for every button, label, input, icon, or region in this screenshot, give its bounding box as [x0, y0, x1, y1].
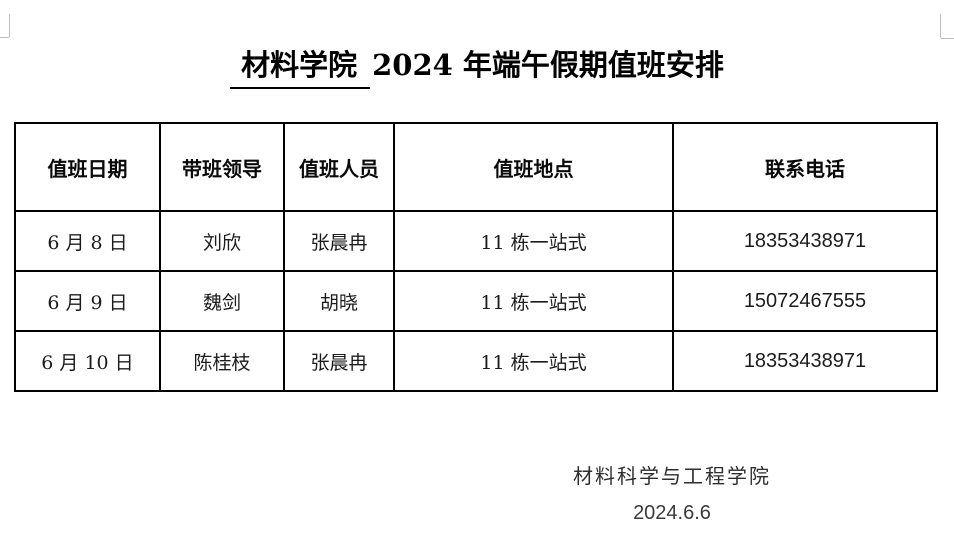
duty-leader-cell: 魏剑	[159, 270, 285, 332]
duty-location-cell: 11 栋一站式	[393, 210, 674, 272]
table-header-row: 值班日期 带班领导 值班人员 值班地点 联系电话	[14, 122, 938, 212]
table-row: 6 月 8 日 刘欣 张晨冉 11 栋一站式 18353438971	[14, 210, 938, 272]
signature-organization: 材料科学与工程学院	[573, 464, 771, 488]
margin-corner-mark-left	[9, 14, 10, 37]
header-duty-date: 值班日期	[14, 122, 161, 212]
header-contact-phone: 联系电话	[672, 122, 938, 212]
duty-leader-cell: 陈桂枝	[159, 330, 285, 392]
duty-leader-cell: 刘欣	[159, 210, 285, 272]
duty-date-cell: 6 月 9 日	[14, 270, 161, 332]
header-duty-leader: 带班领导	[159, 122, 285, 212]
duty-location-cell: 11 栋一站式	[393, 270, 674, 332]
margin-corner-mark-right	[941, 38, 954, 39]
contact-phone-cell: 15072467555	[672, 270, 938, 332]
contact-phone-cell: 18353438971	[672, 330, 938, 392]
header-duty-location: 值班地点	[393, 122, 674, 212]
duty-staff-cell: 张晨冉	[283, 330, 395, 392]
signature-date: 2024.6.6	[633, 502, 711, 524]
header-duty-staff: 值班人员	[283, 122, 395, 212]
contact-phone-cell: 18353438971	[672, 210, 938, 272]
duty-schedule-table: 值班日期 带班领导 值班人员 值班地点 联系电话 6 月 8 日 刘欣 张晨冉 …	[14, 122, 938, 392]
duty-location-cell: 11 栋一站式	[393, 330, 674, 392]
duty-date-cell: 6 月 8 日	[14, 210, 161, 272]
duty-staff-cell: 张晨冉	[283, 210, 395, 272]
title-text: 2024 年端午假期值班安排	[372, 48, 724, 82]
margin-corner-mark-right	[940, 14, 941, 38]
document-title: 材料学院 2024 年端午假期值班安排	[0, 42, 954, 89]
margin-corner-mark-left	[0, 37, 9, 38]
table-row: 6 月 10 日 陈桂枝 张晨冉 11 栋一站式 18353438971	[14, 330, 938, 392]
duty-date-cell: 6 月 10 日	[14, 330, 161, 392]
title-underlined-unit-name: 材料学院	[230, 42, 371, 89]
duty-staff-cell: 胡晓	[283, 270, 395, 332]
table-row: 6 月 9 日 魏剑 胡晓 11 栋一站式 15072467555	[14, 270, 938, 332]
